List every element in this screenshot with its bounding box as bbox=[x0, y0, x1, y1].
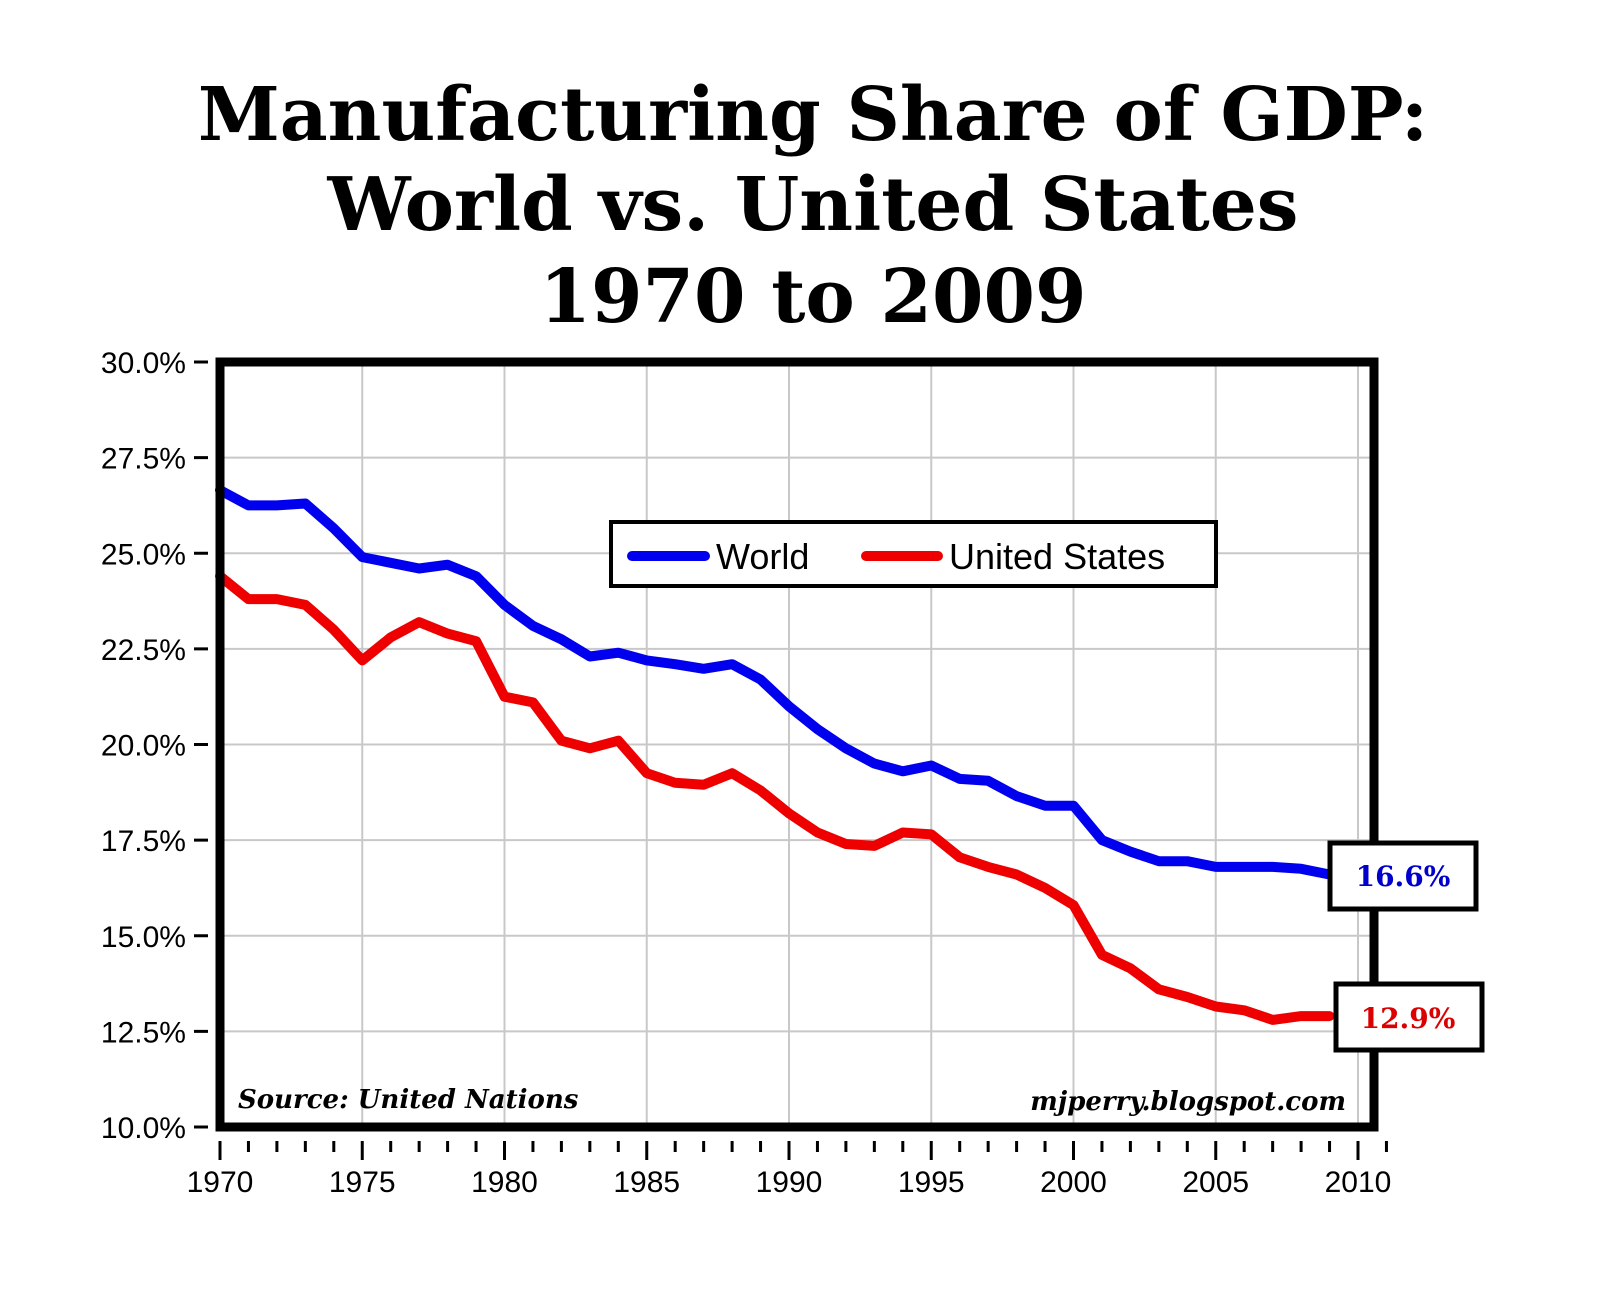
end-label-united-states-box bbox=[1333, 981, 1485, 1053]
x-tick-label: 1980 bbox=[471, 1166, 538, 1199]
x-tick-label: 1995 bbox=[898, 1166, 965, 1199]
credit-annotation: mjperry.blogspot.com bbox=[1030, 1087, 1346, 1117]
chart-title-line-2: World vs. United States bbox=[327, 162, 1299, 248]
end-label-united-states: 12.9% bbox=[1333, 981, 1485, 1053]
end-label-world-box bbox=[1327, 840, 1479, 912]
y-tick-label: 20.0% bbox=[101, 730, 186, 763]
x-axis: 1970 1975 1980 1985 1990 1995 2000 2005 2010 bbox=[187, 1141, 1392, 1199]
y-tick-label: 22.5% bbox=[101, 634, 186, 667]
series-line-world bbox=[215, 485, 1335, 880]
plot-frame bbox=[215, 357, 1379, 1132]
y-tick-label: 12.5% bbox=[101, 1016, 186, 1049]
chart-title-line-3: 1970 to 2009 bbox=[540, 254, 1087, 340]
x-tick-label: 1985 bbox=[613, 1166, 680, 1199]
y-tick-label: 10.0% bbox=[101, 1112, 186, 1145]
y-tick-label: 15.0% bbox=[101, 921, 186, 954]
end-label-world-text: 16.6% bbox=[1356, 860, 1451, 893]
x-tick-label: 2005 bbox=[1182, 1166, 1249, 1199]
series-lines bbox=[215, 485, 1335, 1025]
x-tick-label: 1975 bbox=[329, 1166, 396, 1199]
y-tick-label: 17.5% bbox=[101, 825, 186, 858]
x-tick-label: 2000 bbox=[1040, 1166, 1107, 1199]
chart-title-line-1: Manufacturing Share of GDP: bbox=[198, 72, 1428, 158]
y-tick-label: 25.0% bbox=[101, 538, 186, 571]
x-tick-label: 1990 bbox=[756, 1166, 823, 1199]
legend-label-world: World bbox=[716, 536, 809, 577]
gridlines bbox=[220, 362, 1374, 1127]
legend: World United States bbox=[609, 520, 1218, 588]
x-tick-label: 1970 bbox=[187, 1166, 254, 1199]
y-tick-label: 30.0% bbox=[101, 347, 186, 380]
end-label-world: 16.6% bbox=[1327, 840, 1479, 912]
y-tick-label: 27.5% bbox=[101, 443, 186, 476]
y-axis: 10.0% 12.5% 15.0% 17.5% 20.0% 22.5% 25.0% 27.5%… bbox=[101, 347, 208, 1145]
end-label-united-states-text: 12.9% bbox=[1361, 1002, 1456, 1035]
legend-label-united-states: United States bbox=[949, 536, 1165, 577]
series-line-united-states bbox=[215, 571, 1335, 1025]
source-annotation: Source: United Nations bbox=[238, 1085, 579, 1115]
x-tick-label: 2010 bbox=[1325, 1166, 1392, 1199]
